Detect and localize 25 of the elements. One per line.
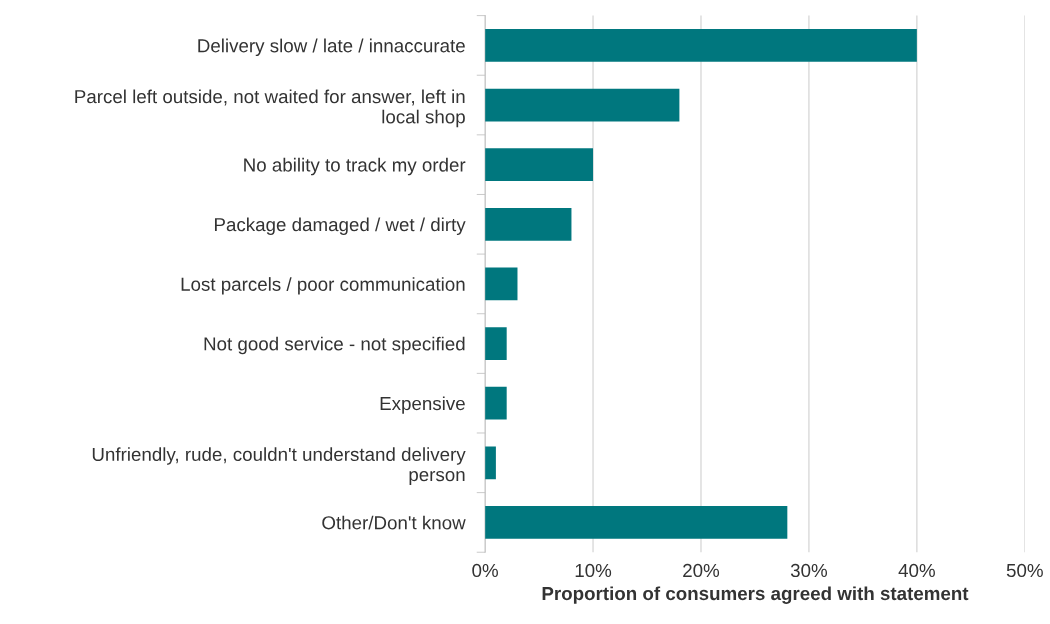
bar xyxy=(485,446,496,480)
x-tick-label: 50% xyxy=(1006,563,1043,578)
y-tick-label: No ability to track my order xyxy=(244,157,466,176)
y-tick-label: Lost parcels / poor communication xyxy=(181,277,465,295)
x-tick-label: 20% xyxy=(683,563,720,578)
y-tick-label: Other/Don't know xyxy=(322,515,466,530)
bar xyxy=(485,88,680,122)
x-tick-label: 0% xyxy=(472,563,498,578)
bar xyxy=(485,148,594,182)
y-tick-label: Parcel left outside, not waited for answer, left in local shop xyxy=(75,89,465,128)
bar xyxy=(485,29,917,62)
bar xyxy=(485,207,572,241)
y-tick-label: Expensive xyxy=(380,396,465,414)
bar xyxy=(485,506,788,539)
y-tick-label: Package damaged / wet / dirty xyxy=(214,217,466,235)
x-tick-label: 10% xyxy=(575,563,612,578)
y-tick-label: Unfriendly, rude, couldn't understand delivery person xyxy=(92,447,466,485)
x-tick-label: 30% xyxy=(790,563,828,578)
bar xyxy=(485,267,518,301)
y-tick-label: Not good service - not specified xyxy=(204,336,465,355)
x-axis-title: Proportion of consumers agreed with statement xyxy=(542,586,969,604)
bar xyxy=(485,386,507,420)
y-tick-label: Delivery slow / late / innaccurate xyxy=(198,38,465,57)
x-tick-label: 40% xyxy=(898,563,935,578)
bar xyxy=(485,327,507,360)
